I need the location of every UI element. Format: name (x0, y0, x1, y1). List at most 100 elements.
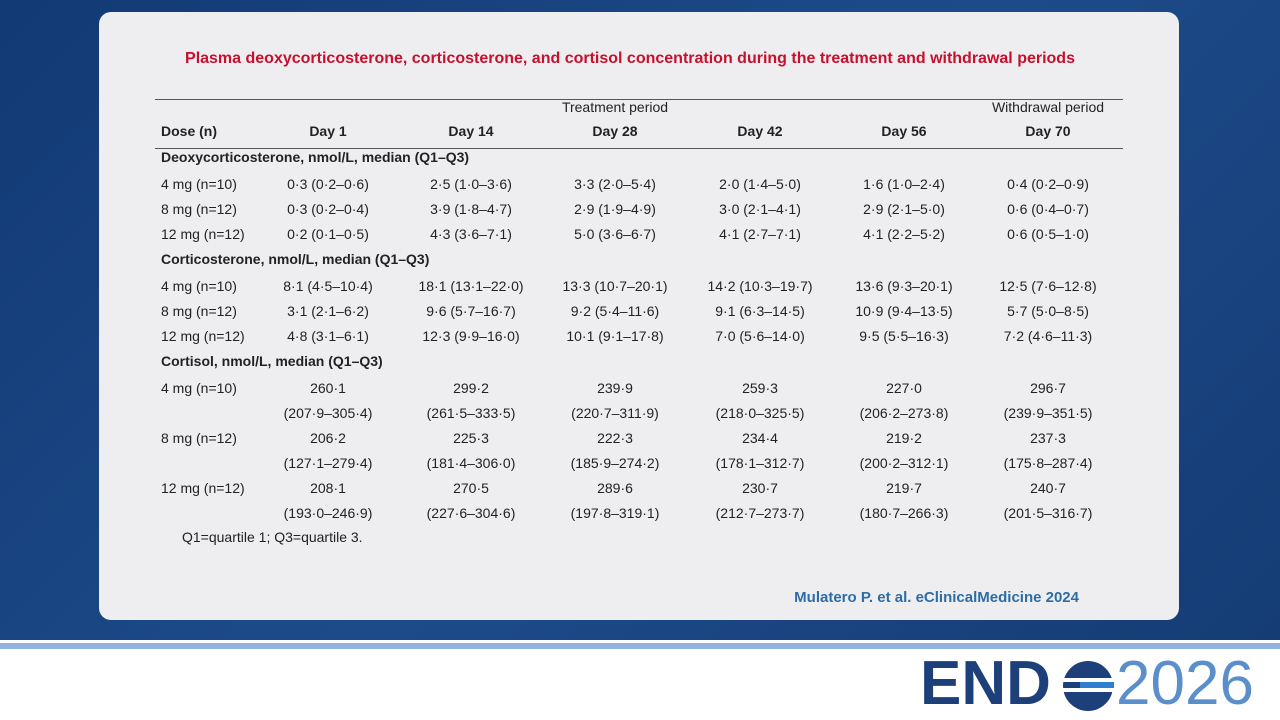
table-cell: 2·0 (1·4–5·0) (719, 176, 801, 192)
table-cell: 3·9 (1·8–4·7) (430, 201, 512, 217)
table-cell-range: (178·1–312·7) (715, 455, 805, 471)
table-cell: 9·2 (5·4–11·6) (570, 303, 660, 319)
table-cell: 260·1 (310, 380, 346, 396)
table-cell: 0·4 (0·2–0·9) (1007, 176, 1089, 192)
table-cell: 4·1 (2·2–5·2) (863, 226, 945, 242)
dose-label: 4 mg (n=10) (161, 278, 237, 294)
dose-label: 12 mg (n=12) (161, 480, 245, 496)
table-cell: 230·7 (742, 480, 778, 496)
column-header: Dose (n) (161, 123, 217, 139)
table-cell: 0·2 (0·1–0·5) (287, 226, 369, 242)
table-cell: 9·1 (6·3–14·5) (715, 303, 805, 319)
table-cell: 219·7 (886, 480, 922, 496)
column-header: Day 1 (309, 123, 347, 139)
footer-stripe (0, 643, 1280, 649)
table-cell-range: (185·9–274·2) (570, 455, 660, 471)
column-header: Day 14 (448, 123, 494, 139)
dose-label: 8 mg (n=12) (161, 430, 237, 446)
table-cell-range: (218·0–325·5) (715, 405, 805, 421)
table-cell-range: (200·2–312·1) (859, 455, 949, 471)
group-header: Withdrawal period (991, 99, 1105, 115)
table-cell-range: (227·6–304·6) (426, 505, 516, 521)
table-cell: 289·6 (597, 480, 633, 496)
column-header: Day 28 (592, 123, 638, 139)
table-cell: 237·3 (1030, 430, 1066, 446)
table-cell: 9·5 (5·5–16·3) (859, 328, 949, 344)
table-cell-range: (193·0–246·9) (283, 505, 373, 521)
table-cell: 8·1 (4·5–10·4) (283, 278, 373, 294)
table-cell: 225·3 (453, 430, 489, 446)
table-cell-range: (212·7–273·7) (715, 505, 805, 521)
table-cell: 12·3 (9·9–16·0) (422, 328, 520, 344)
citation: Mulatero P. et al. eClinicalMedicine 202… (794, 589, 1079, 606)
dose-label: 12 mg (n=12) (161, 226, 245, 242)
table-cell: 5·7 (5·0–8·5) (1007, 303, 1089, 319)
table-cell: 4·3 (3·6–7·1) (430, 226, 512, 242)
footnote: Q1=quartile 1; Q3=quartile 3. (182, 529, 363, 545)
table-cell: 9·6 (5·7–16·7) (426, 303, 516, 319)
table-cell: 240·7 (1030, 480, 1066, 496)
dose-label: 8 mg (n=12) (161, 303, 237, 319)
table-cell: 18·1 (13·1–22·0) (418, 278, 524, 294)
table-cell: 0·6 (0·5–1·0) (1007, 226, 1089, 242)
table-cell: 0·6 (0·4–0·7) (1007, 201, 1089, 217)
table-cell: 12·5 (7·6–12·8) (999, 278, 1097, 294)
table-cell: 14·2 (10·3–19·7) (707, 278, 813, 294)
group-header: Treatment period (561, 99, 669, 115)
table-cell: 222·3 (597, 430, 633, 446)
column-header: Day 56 (881, 123, 927, 139)
table-cell: 7·2 (4·6–11·3) (1003, 328, 1093, 344)
table-cell: 2·9 (2·1–5·0) (863, 201, 945, 217)
table-rule (155, 148, 1123, 149)
table-cell-range: (197·8–319·1) (570, 505, 660, 521)
table-cell: 7·0 (5·6–14·0) (715, 328, 805, 344)
table-rule (155, 99, 1123, 100)
section-header: Corticosterone, nmol/L, median (Q1–Q3) (161, 251, 430, 267)
table-cell: 299·2 (453, 380, 489, 396)
table-cell-range: (127·1–279·4) (283, 455, 373, 471)
table-cell-range: (180·7–266·3) (859, 505, 949, 521)
table-cell: 206·2 (310, 430, 346, 446)
table-cell: 3·0 (2·1–4·1) (719, 201, 801, 217)
table-cell: 208·1 (310, 480, 346, 496)
table-cell-range: (220·7–311·9) (571, 405, 659, 421)
table-cell: 219·2 (886, 430, 922, 446)
table-cell: 259·3 (742, 380, 778, 396)
table-cell-range: (175·8–287·4) (1003, 455, 1093, 471)
table-cell: 3·1 (2·1–6·2) (287, 303, 369, 319)
column-header: Day 70 (1025, 123, 1071, 139)
column-header: Day 42 (737, 123, 783, 139)
table-cell: 5·0 (3·6–6·7) (574, 226, 656, 242)
table-cell-range: (201·5–316·7) (1003, 505, 1093, 521)
table-cell: 13·6 (9·3–20·1) (855, 278, 953, 294)
logo-left: END (920, 649, 1051, 718)
table-cell: 234·4 (742, 430, 778, 446)
dose-label: 8 mg (n=12) (161, 201, 237, 217)
dose-label: 4 mg (n=10) (161, 176, 237, 192)
dose-label: 4 mg (n=10) (161, 380, 237, 396)
table-cell: 296·7 (1030, 380, 1066, 396)
table-cell-range: (239·9–351·5) (1003, 405, 1093, 421)
table-cell: 13·3 (10·7–20·1) (562, 278, 668, 294)
table-cell: 10·1 (9·1–17·8) (566, 328, 664, 344)
section-header: Deoxycorticosterone, nmol/L, median (Q1–… (161, 149, 470, 165)
table-cell: 2·5 (1·0–3·6) (430, 176, 512, 192)
table-cell-range: (261·5–333·5) (426, 405, 516, 421)
dose-label: 12 mg (n=12) (161, 328, 245, 344)
table-cell: 270·5 (453, 480, 489, 496)
table-cell-range: (206·2–273·8) (859, 405, 949, 421)
table-cell: 0·3 (0·2–0·4) (287, 201, 369, 217)
content-card: Plasma deoxycorticosterone, corticostero… (99, 12, 1179, 620)
table-cell-range: (207·9–305·4) (283, 405, 373, 421)
logo-globe (1063, 661, 1114, 711)
table-cell-range: (181·4–306·0) (426, 455, 516, 471)
table-cell: 4·8 (3·1–6·1) (287, 328, 369, 344)
logo-right: 2026 (1116, 649, 1254, 718)
table-cell: 4·1 (2·7–7·1) (719, 226, 801, 242)
slide-title: Plasma deoxycorticosterone, corticostero… (185, 50, 1075, 67)
section-header: Cortisol, nmol/L, median (Q1–Q3) (161, 353, 383, 369)
table-cell: 1·6 (1·0–2·4) (863, 176, 945, 192)
table-cell: 239·9 (597, 380, 633, 396)
table-cell: 227·0 (886, 380, 922, 396)
